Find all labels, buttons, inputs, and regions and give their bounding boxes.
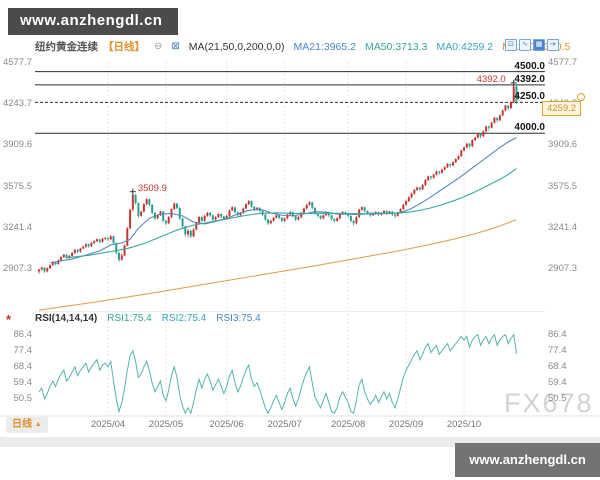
indicator-header: 纽约黄金连续 【日线】 ⊖ ⊠ MA(21,50,0,200,0,0) MA21…	[35, 39, 570, 54]
site-watermark-bottom: www.anzhengdl.cn	[455, 443, 600, 477]
rsi-settings-label: RSI(14,14,14)	[35, 313, 98, 324]
rsi3-value: RSI3:75.4	[216, 313, 261, 324]
rsi-header: RSI(14,14,14) RSI1:75.4 RSI2:75.4 RSI3:7…	[35, 313, 261, 324]
ma50-value: MA50:3713.3	[364, 40, 428, 53]
site-watermark-top: www.anzhengdl.cn	[8, 8, 179, 35]
timeframe-label: 【日线】	[103, 41, 145, 53]
timeframe-tab-daily[interactable]: 日线 ▲	[6, 417, 48, 433]
fit-screen-icon[interactable]: ⊡	[505, 39, 517, 51]
rsi2-value: RSI2:75.4	[161, 313, 207, 324]
candlestick-chart-icon[interactable]: ▦	[533, 39, 545, 51]
rsi-settings-icon[interactable]: *	[6, 312, 12, 327]
timeframe-tab-label: 日线	[12, 419, 32, 430]
symbol-name: 纽约黄金连续	[35, 41, 98, 53]
chevron-up-icon: ▲	[34, 421, 42, 428]
bottom-scrollbar-strip[interactable]	[0, 437, 600, 447]
price-alert-icon[interactable]	[577, 93, 585, 101]
current-price-tag: 4259.2	[542, 101, 582, 116]
indicator-settings-icon[interactable]: ⊠	[171, 41, 180, 52]
rsi1-value: RSI1:75.4	[107, 313, 152, 324]
fx678-watermark: FX678	[504, 388, 594, 418]
ma21-value: MA21:3965.2	[293, 40, 356, 53]
collapse-icon[interactable]: ⊖	[154, 41, 163, 52]
ma0-value: MA0:4259.2	[436, 40, 494, 53]
ma-settings-label: MA(21,50,0,200,0,0)	[188, 40, 285, 53]
export-icon[interactable]: ➔	[547, 39, 559, 51]
chart-toolbar: ⊡ ∿ ▦ ➔	[505, 39, 559, 51]
line-chart-icon[interactable]: ∿	[519, 39, 531, 51]
